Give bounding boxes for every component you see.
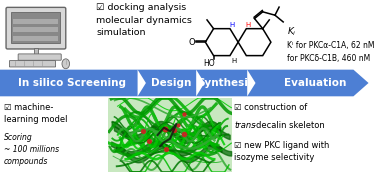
FancyBboxPatch shape (18, 54, 61, 60)
Text: $K_i$: $K_i$ (287, 26, 297, 38)
Text: O: O (189, 38, 195, 47)
Text: H: H (231, 58, 237, 64)
Text: Scoring
~ 100 millions
compounds: Scoring ~ 100 millions compounds (4, 133, 59, 166)
FancyBboxPatch shape (11, 12, 60, 43)
Polygon shape (138, 70, 146, 96)
Text: Evaluation: Evaluation (284, 78, 347, 88)
Text: H: H (229, 22, 234, 28)
Text: Synthesis: Synthesis (198, 78, 254, 88)
Text: H: H (245, 22, 251, 28)
Text: Kᴵ for PKCα-C1A, 62 nM
for PKCδ-C1B, 460 nM: Kᴵ for PKCα-C1A, 62 nM for PKCδ-C1B, 460… (287, 41, 375, 63)
Text: ☑ construction of: ☑ construction of (234, 103, 308, 112)
Text: ☑ new PKC ligand with
isozyme selectivity: ☑ new PKC ligand with isozyme selectivit… (234, 141, 330, 162)
Polygon shape (0, 70, 369, 96)
Text: -decalin skeleton: -decalin skeleton (253, 121, 324, 130)
FancyBboxPatch shape (13, 19, 58, 24)
Text: In silico Screening: In silico Screening (18, 78, 126, 88)
Text: trans: trans (234, 121, 256, 130)
Polygon shape (196, 70, 204, 96)
FancyBboxPatch shape (9, 61, 56, 67)
Text: Design: Design (151, 78, 191, 88)
Polygon shape (247, 70, 256, 96)
FancyBboxPatch shape (13, 36, 58, 41)
Ellipse shape (62, 59, 70, 69)
Polygon shape (34, 48, 38, 55)
Text: HO: HO (204, 59, 215, 68)
FancyBboxPatch shape (13, 27, 58, 32)
FancyBboxPatch shape (108, 98, 232, 172)
Text: ☑ docking analysis
molecular dynamics
simulation: ☑ docking analysis molecular dynamics si… (96, 3, 192, 37)
FancyBboxPatch shape (6, 7, 66, 49)
Text: ☑ machine-
learning model: ☑ machine- learning model (4, 103, 67, 124)
